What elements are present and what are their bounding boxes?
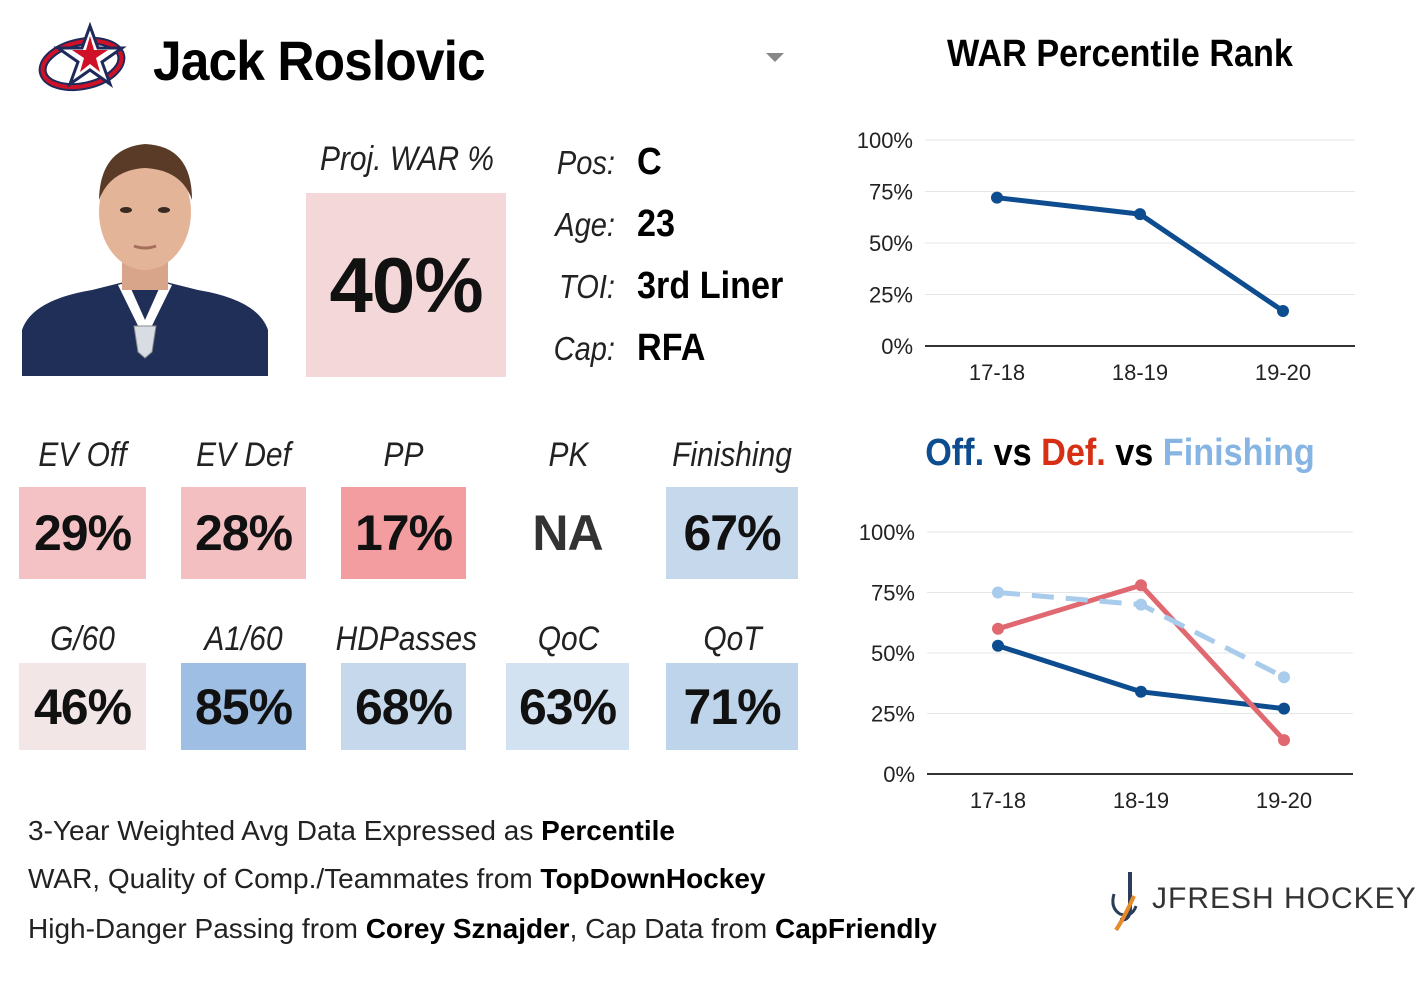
stat-label-pk: PK [548,436,589,474]
ovd-chart-y-tick-label: 50% [871,641,915,666]
ovd-chart-x-tick-label: 17-18 [970,788,1026,813]
stat-label-g60: G/60 [50,620,115,658]
ovd-chart-data-point [992,622,1004,635]
footer-line-3-bold-1: Corey Sznajder [365,913,570,944]
ovd-chart-data-point [1278,702,1290,715]
war-chart-title: WAR Percentile Rank [947,33,1293,75]
title-part-vs-2: vs [1105,432,1163,474]
stat-box-a160: 85% [181,663,306,750]
player-photo [22,130,268,376]
ovd-chart-data-point [1278,734,1290,747]
stat-label-hdpasses: HDPasses [335,620,477,658]
footer-line-2-text: WAR, Quality of Comp./Teammates from [28,863,541,894]
ovd-chart-y-tick-label: 25% [871,702,915,727]
bio-value-toi: 3rd Liner [637,265,784,307]
war-chart-data-point [1277,304,1289,317]
proj-war-label: Proj. WAR % [319,140,495,178]
ovd-chart-y-tick-label: 0% [883,762,915,787]
stat-box-ev-def: 28% [181,487,306,579]
player-dropdown-icon[interactable] [766,53,784,62]
stat-label-finishing: Finishing [672,436,792,474]
war-chart-x-tick-label: 18-19 [1112,360,1168,385]
stat-box-hdpasses: 68% [341,663,466,750]
stat-label-ev-def: EV Def [196,436,291,474]
ovd-chart-data-point [992,639,1004,652]
war-chart-y-tick-label: 0% [881,334,913,359]
stat-label-pp: PP [383,436,424,474]
footer-line-3-bold-2: CapFriendly [774,913,937,944]
blue-jackets-logo-icon [38,21,127,92]
ovd-chart-x-tick-label: 19-20 [1256,788,1312,813]
bio-row-toi: TOI: 3rd Liner [505,259,800,314]
off-def-finishing-title: Off. vs Def. vs Finishing [895,432,1345,475]
war-chart-data-point [991,191,1003,204]
bio-row-pos: Pos: C [505,135,664,190]
team-logo [38,21,130,94]
war-chart-x-tick-label: 17-18 [969,360,1025,385]
war-chart-y-tick-label: 75% [869,180,913,205]
bio-row-age: Age: 23 [505,197,679,252]
bio-label-pos: Pos: [556,143,615,181]
jfresh-logo-icon [1111,872,1138,932]
war-chart-data-point [1134,208,1146,221]
footer-line-2: WAR, Quality of Comp./Teammates from Top… [28,863,765,895]
player-name: Jack Roslovic [153,29,486,92]
war-percentile-chart: 0% 25% 50% 75% 100% 17-18 18-19 19-20 [857,128,1355,385]
brand-logo: JFRESH HOCKEY [1106,868,1416,938]
bio-label-cap: Cap: [553,329,615,367]
stat-box-pp: 17% [341,487,466,579]
title-part-finishing: Finishing [1162,432,1315,474]
stat-label-qoc: QoC [537,620,600,658]
footer-line-1-bold: Percentile [541,815,675,846]
footer-line-1-text: 3-Year Weighted Avg Data Expressed as [28,815,542,846]
bio-label-age: Age: [555,205,615,243]
footer-line-2-bold: TopDownHockey [540,863,766,894]
title-part-off: Off. [925,432,985,474]
ovd-chart-y-tick-label: 75% [871,581,915,606]
bio-value-age: 23 [637,203,676,245]
brand-name: JFRESH HOCKEY [1152,882,1417,915]
stat-box-g60: 46% [19,663,146,750]
ovd-chart-data-point [1135,598,1147,611]
war-chart-y-tick-label: 100% [857,128,913,153]
ovd-chart-data-point [1135,579,1147,592]
ovd-chart-data-point [1135,685,1147,698]
bio-value-cap: RFA [637,327,706,369]
footer-line-3-mid: , Cap Data from [569,913,775,944]
footer-line-3-text: High-Danger Passing from [28,913,366,944]
ovd-chart-x-tick-label: 18-19 [1113,788,1169,813]
war-chart-x-tick-label: 19-20 [1255,360,1311,385]
stat-label-qot: QoT [703,620,762,658]
bio-value-pos: C [637,141,662,183]
ovd-chart-data-point [992,586,1004,599]
stat-box-pk: NA [506,487,629,579]
ovd-chart-y-tick-label: 100% [859,520,915,545]
stat-box-qot: 71% [666,663,798,750]
footer-line-1: 3-Year Weighted Avg Data Expressed as Pe… [28,815,675,847]
title-part-vs-1: vs [984,432,1042,474]
bio-label-toi: TOI: [559,267,615,305]
title-part-def: Def. [1041,432,1106,474]
bio-row-cap: Cap: RFA [505,321,713,376]
stat-box-finishing: 67% [666,487,798,579]
war-chart-y-tick-label: 25% [869,283,913,308]
off-def-finishing-chart: 0% 25% 50% 75% 100% 17-18 18-19 19-20 [859,520,1353,813]
footer-line-3: High-Danger Passing from Corey Sznajder,… [28,913,937,945]
ovd-chart-data-point [1278,671,1290,684]
stat-box-qoc: 63% [506,663,629,750]
stat-label-ev-off: EV Off [38,436,127,474]
proj-war-value: 40% [329,240,483,329]
stat-box-ev-off: 29% [19,487,146,579]
proj-war-box: 40% [306,193,506,377]
stat-label-a160: A1/60 [204,620,283,658]
war-chart-y-tick-label: 50% [869,231,913,256]
